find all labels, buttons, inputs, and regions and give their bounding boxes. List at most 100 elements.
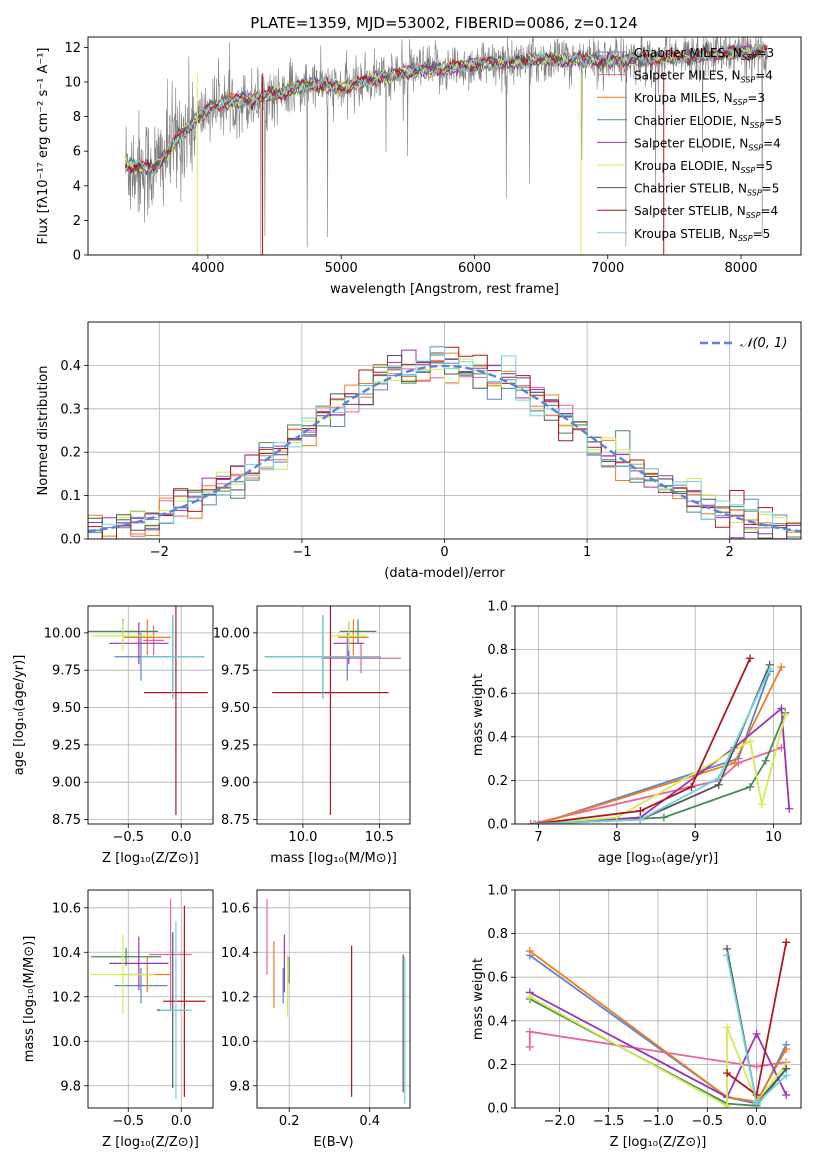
y-tick-label: 1.0 <box>487 884 508 899</box>
y-tick-label: 8.75 <box>52 813 81 828</box>
x-tick-label: 0.0 <box>171 830 192 845</box>
legend-label-suffix: =4 <box>760 204 778 218</box>
residuals-frame <box>87 321 802 540</box>
weight-series-line <box>534 712 787 824</box>
weight-point-marker <box>723 1101 732 1108</box>
gaussian-reference-line <box>88 364 801 533</box>
weight-point-marker <box>782 1090 791 1099</box>
x-tick-label: 10.0 <box>288 830 317 845</box>
legend-label-subscript: SSP <box>750 121 765 130</box>
y-tick-label: 10.00 <box>213 626 250 641</box>
y-tick-label: 9.8 <box>229 1079 250 1094</box>
y-tick-label: 0.8 <box>487 643 508 658</box>
x-axis-label: age [log₁₀(age/yr)] <box>598 851 719 866</box>
y-tick-label: 10.0 <box>221 1035 250 1050</box>
legend-label-main: Salpeter MILES, N <box>634 69 741 83</box>
y-tick-label: 1.0 <box>487 600 508 615</box>
x-axis-label: (data-model)/error <box>384 566 505 581</box>
y-tick-label: 0.2 <box>487 1058 508 1073</box>
y-tick-label: 9.00 <box>52 776 81 791</box>
weight-point-marker <box>526 820 535 824</box>
y-axis-label: Flux [fλ10⁻¹⁷ erg cm⁻² s⁻¹ A⁻¹] <box>36 48 51 245</box>
age_vs_Z-frame <box>87 605 214 825</box>
y-tick-label: 0.0 <box>60 533 81 548</box>
age_vs_mass-frame <box>256 605 411 825</box>
x-tick-label: −0.5 <box>692 1114 724 1129</box>
spectrum-model-line <box>125 43 768 176</box>
x-tick-label: 7 <box>534 830 542 845</box>
weight_vs_age-plot-area <box>515 606 801 824</box>
y-tick-label: 0.0 <box>487 1102 508 1117</box>
weight-point-marker <box>746 737 755 746</box>
y-tick-label: 0.8 <box>487 927 508 942</box>
y-tick-label: 10.2 <box>52 990 81 1005</box>
y-axis-label: mass weight <box>471 958 486 1040</box>
y-tick-label: 0.6 <box>487 687 508 702</box>
y-tick-label: 9.00 <box>221 776 250 791</box>
residual-histogram <box>88 345 801 531</box>
weight-point-marker <box>723 951 732 960</box>
legend-label-suffix: =5 <box>762 182 780 196</box>
y-tick-label: 0.0 <box>487 818 508 833</box>
y-tick-label: 10.00 <box>44 626 81 641</box>
x-tick-label: −1.5 <box>593 1114 625 1129</box>
weight-point-marker <box>659 813 668 822</box>
spectrum-model-line <box>124 43 768 174</box>
y-tick-label: 2 <box>73 214 81 229</box>
legend-label-subscript: SSP <box>733 98 748 107</box>
y-tick-label: 9.50 <box>52 701 81 716</box>
weight-point-marker <box>777 704 786 713</box>
weight-point-marker <box>782 1045 791 1054</box>
y-tick-label: 6 <box>73 145 81 160</box>
legend-label-subscript: SSP <box>741 76 756 85</box>
legend-label-main: Kroupa MILES, N <box>634 91 733 105</box>
legend-label-main: Chabrier STELIB, N <box>634 182 747 196</box>
residuals-panel: −2 −1 0 1 2 0.0 0.1 0.2 0.3 0.4 (data-model)/error… <box>36 321 802 581</box>
y-tick-label: 10.6 <box>221 901 250 916</box>
residuals-plot-area <box>88 322 801 539</box>
x-tick-label: 0 <box>440 545 448 560</box>
mass_vs_ebv-plot-area <box>257 890 410 1108</box>
y-tick-label: 9.75 <box>52 664 81 679</box>
y-tick-label: 12 <box>64 41 81 56</box>
weight-series-line <box>534 657 751 824</box>
y-tick-label: 10.2 <box>221 990 250 1005</box>
legend-label: Chabrier ELODIE, NSSP=5 <box>634 114 782 130</box>
y-tick-label: 10.0 <box>52 1035 81 1050</box>
y-axis-label: Normed distribution <box>36 366 51 496</box>
weight-point-marker <box>636 806 645 815</box>
panels: 4000 5000 6000 7000 8000024681012wavelength … <box>12 36 802 1150</box>
weight-point-marker <box>752 1029 761 1038</box>
mass_vs_Z-panel: −0.5 0.0 9.8 10.0 10.2 10.4 10.6 Z [log₁₀(Z/Z⊙)… <box>22 889 214 1150</box>
x-tick-label: 8 <box>613 830 621 845</box>
legend-label-main: Chabrier ELODIE, N <box>634 114 750 128</box>
weight-point-marker <box>687 782 696 791</box>
x-axis-label: wavelength [Angstrom, rest frame] <box>330 282 559 297</box>
weight-point-marker <box>761 756 770 765</box>
legend-label: Salpeter MILES, NSSP=4 <box>634 69 773 85</box>
weight-point-marker <box>525 1042 534 1051</box>
spectrum-plot-area <box>124 37 768 255</box>
x-axis-label: Z [log₁₀(Z/Z⊙)] <box>610 1135 707 1150</box>
x-tick-label: −0.5 <box>112 1114 144 1129</box>
y-tick-label: 10.6 <box>52 901 81 916</box>
age_vs_Z-panel: −0.5 0.0 8.75 9.00 9.25 9.50 9.75 10.00 Z [log₁₀… <box>12 605 214 866</box>
spectrum-frame <box>87 36 802 256</box>
weight-series-line <box>529 950 787 1103</box>
weight-point-marker <box>714 774 723 783</box>
legend-label: Chabrier STELIB, NSSP=5 <box>634 182 779 198</box>
legend-label-subscript: SSP <box>738 234 753 243</box>
legend-label-suffix: =5 <box>753 227 771 241</box>
legend-label-subscript: SSP <box>742 53 757 62</box>
weight-point-marker <box>746 782 755 791</box>
y-tick-label: 8 <box>73 110 81 125</box>
y-tick-label: 0.2 <box>487 774 508 789</box>
x-axis-label: Z [log₁₀(Z/Z⊙)] <box>102 1135 199 1150</box>
y-tick-label: 4 <box>73 179 81 194</box>
weight-point-marker <box>757 800 766 809</box>
weight-point-marker <box>730 758 739 767</box>
weight-point-marker <box>636 815 645 824</box>
legend-label-subscript: SSP <box>748 143 763 152</box>
legend-label-main: Salpeter ELODIE, N <box>634 136 748 150</box>
